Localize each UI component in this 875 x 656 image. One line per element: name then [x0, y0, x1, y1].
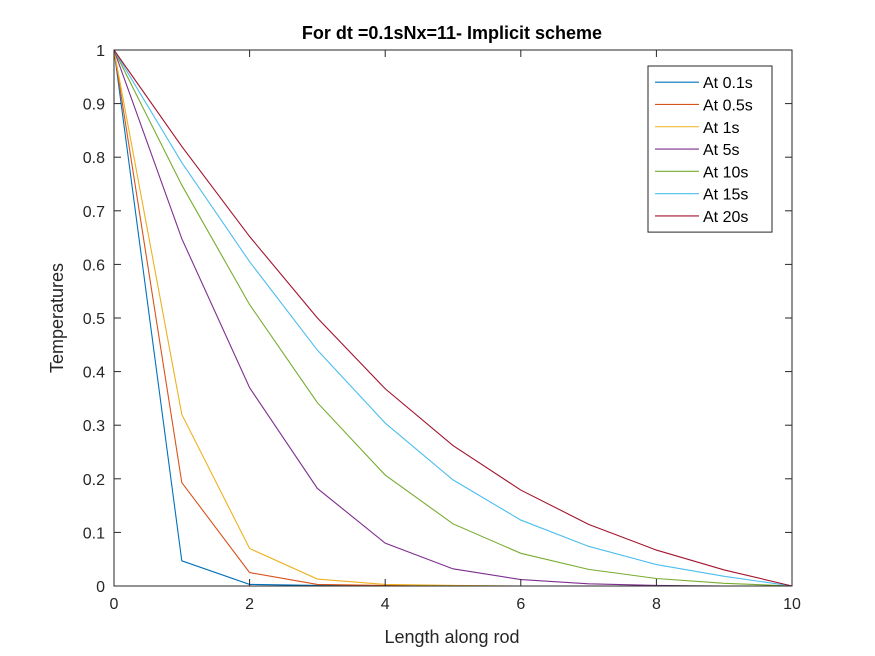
- y-tick-label-8: 0.8: [83, 150, 105, 167]
- x-tick-label-5: 10: [783, 596, 801, 613]
- legend: At 0.1s At 0.5s At 1s At 5s At 10s At 15s At 2…: [647, 65, 773, 233]
- y-tick-label-6: 0.6: [83, 257, 105, 274]
- y-tick-label-1: 0.1: [83, 525, 105, 542]
- y-axis-label: Temperatures: [47, 263, 67, 373]
- x-axis-label: Length along rod: [384, 627, 519, 647]
- y-tick-label-0: 0: [96, 579, 105, 596]
- series-line-4: [113, 49, 793, 587]
- y-tick-label-9: 0.9: [83, 97, 105, 114]
- legend-label-1: At 0.5s: [703, 97, 753, 114]
- y-tick-label-4: 0.4: [83, 365, 105, 382]
- series-line-5: [113, 49, 793, 587]
- y-tick-label-3: 0.3: [83, 418, 105, 435]
- series-line-6: [113, 49, 793, 587]
- y-tick-label-7: 0.7: [83, 204, 105, 221]
- legend-label-0: At 0.1s: [703, 75, 753, 92]
- x-tick-label-0: 0: [110, 596, 119, 613]
- x-tick-label-2: 4: [381, 596, 390, 613]
- x-tick-label-3: 6: [516, 596, 525, 613]
- legend-label-3: At 5s: [703, 142, 739, 159]
- y-tick-label-2: 0.2: [83, 472, 105, 489]
- plot-area: 0 2 4 6 8 10 0 0.1 0.2 0.3 0.4 0.5 0.6 0.7 0.8 0.9 1: [83, 43, 801, 613]
- y-tick-label-10: 1: [96, 43, 105, 60]
- legend-label-5: At 15s: [703, 187, 748, 204]
- y-tick-label-5: 0.5: [83, 311, 105, 328]
- legend-label-4: At 10s: [703, 164, 748, 181]
- chart-title: For dt =0.1sNx=11- Implicit scheme: [302, 23, 602, 43]
- x-tick-label-4: 8: [652, 596, 661, 613]
- legend-label-6: At 20s: [703, 209, 748, 226]
- x-tick-label-1: 2: [245, 596, 254, 613]
- legend-label-2: At 1s: [703, 120, 739, 137]
